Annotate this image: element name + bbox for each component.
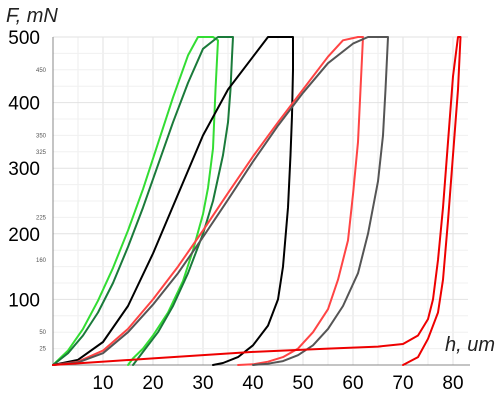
series-line-3 [52, 36, 294, 366]
y-tick-label: 300 [8, 159, 40, 180]
y-tick-label: 400 [8, 94, 40, 115]
x-tick-label: 80 [442, 373, 463, 394]
y-minor-label: 50 [39, 330, 46, 336]
y-tick-label: 500 [8, 28, 40, 49]
series-line-1 [52, 36, 219, 366]
x-tick-label: 10 [92, 373, 113, 394]
series-line-2 [52, 36, 234, 366]
x-axis-title: h, um [445, 334, 495, 356]
series-line-6 [52, 36, 462, 366]
y-minor-label: 325 [36, 150, 47, 156]
y-tick-label: 100 [8, 290, 40, 311]
y-minor-label: 25 [39, 347, 46, 353]
x-tick-label: 30 [192, 373, 213, 394]
y-axis-title: F, mN [6, 5, 58, 27]
y-minor-label: 225 [36, 215, 47, 221]
x-tick-label: 70 [392, 373, 413, 394]
y-minor-labels: 25 50 160 225 325 350 450 [36, 68, 47, 353]
series-group [52, 36, 462, 366]
y-minor-label: 450 [36, 68, 47, 74]
x-tick-label: 60 [342, 373, 363, 394]
grid [53, 36, 468, 365]
x-tick-label: 40 [242, 373, 263, 394]
series-line-4 [52, 36, 364, 366]
y-tick-labels: 100 200 300 400 500 [8, 28, 40, 311]
y-tick-label: 200 [8, 225, 40, 246]
x-tick-label: 20 [142, 373, 163, 394]
x-tick-label: 50 [292, 373, 313, 394]
y-minor-label: 350 [36, 133, 47, 139]
series-line-5 [52, 36, 389, 366]
x-tick-labels: 10 20 30 40 50 60 70 80 [92, 373, 463, 394]
y-minor-label: 160 [36, 258, 47, 264]
